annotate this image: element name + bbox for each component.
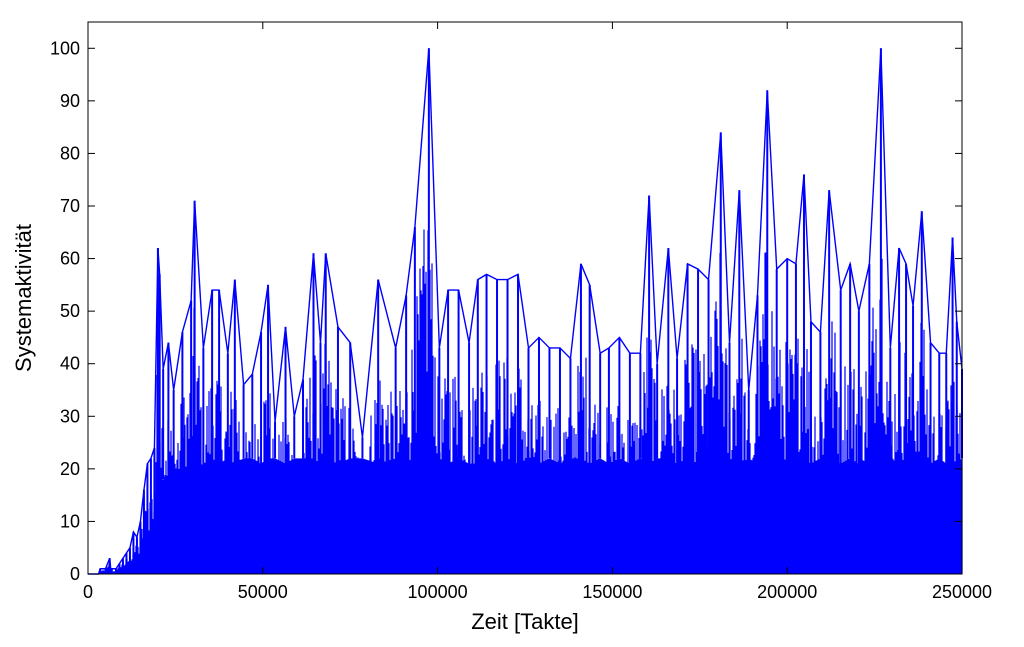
y-tick-label: 30	[60, 406, 80, 426]
x-tick-label: 50000	[238, 582, 288, 602]
y-tick-label: 0	[70, 564, 80, 584]
y-axis-label: Systemaktivität	[11, 224, 36, 372]
x-tick-label: 0	[83, 582, 93, 602]
y-tick-label: 20	[60, 459, 80, 479]
x-axis-label: Zeit [Takte]	[471, 609, 579, 634]
x-tick-label: 100000	[408, 582, 468, 602]
y-tick-label: 90	[60, 91, 80, 111]
x-tick-label: 200000	[757, 582, 817, 602]
y-tick-label: 10	[60, 511, 80, 531]
y-tick-label: 70	[60, 196, 80, 216]
y-tick-label: 40	[60, 354, 80, 374]
x-tick-label: 250000	[932, 582, 992, 602]
series-density-path	[98, 229, 963, 574]
y-tick-label: 60	[60, 249, 80, 269]
plot-frame	[87, 21, 963, 575]
data-layer	[88, 48, 963, 575]
y-tick-label: 50	[60, 301, 80, 321]
y-tick-label: 100	[50, 38, 80, 58]
y-tick-label: 80	[60, 143, 80, 163]
x-tick-label: 150000	[582, 582, 642, 602]
